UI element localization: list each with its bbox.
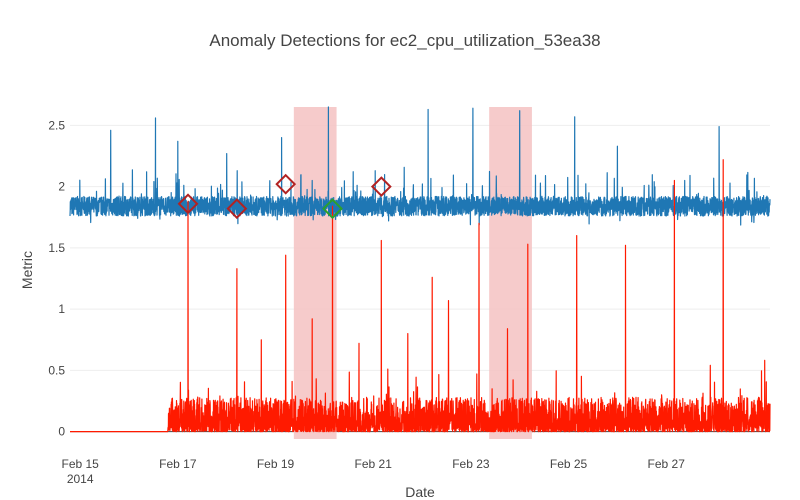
x-tick-label: Feb 19 <box>257 457 295 471</box>
x-tick-label: Feb 25 <box>550 457 588 471</box>
x-tick-label: Feb 15 <box>61 457 99 471</box>
x-tick-label: Feb 17 <box>159 457 197 471</box>
detection-marker <box>177 193 199 215</box>
detection-marker <box>370 176 392 198</box>
y-tick-label: 2 <box>58 180 65 194</box>
x-tick-label: Feb 21 <box>355 457 393 471</box>
x-tick-label: Feb 23 <box>452 457 490 471</box>
anomaly-window <box>293 107 337 439</box>
y-tick-label: 0 <box>58 425 65 439</box>
y-tick-label: 0.5 <box>48 363 65 377</box>
detection-markers <box>177 173 392 220</box>
anomaly-score-line <box>70 159 771 433</box>
gridlines <box>70 124 770 433</box>
x-tick-sublabel: 2014 <box>67 472 94 486</box>
y-tick-label: 1.5 <box>48 241 65 255</box>
series-lines <box>69 106 771 433</box>
y-axis-ticks: 0 0.5 1 1.5 2 2.5 <box>48 118 65 438</box>
detection-marker <box>226 198 248 220</box>
y-tick-label: 1 <box>58 302 65 316</box>
anomaly-windows <box>293 107 532 439</box>
detection-marker <box>322 198 343 220</box>
x-axis-title: Date <box>405 484 435 500</box>
y-tick-label: 2.5 <box>48 118 65 132</box>
x-tick-label: Feb 27 <box>648 457 686 471</box>
y-axis-title: Metric <box>19 251 35 289</box>
anomaly-window <box>489 107 532 439</box>
chart-title: Anomaly Detections for ec2_cpu_utilizati… <box>209 31 600 50</box>
metric-line <box>69 106 771 226</box>
detection-marker <box>275 173 297 195</box>
